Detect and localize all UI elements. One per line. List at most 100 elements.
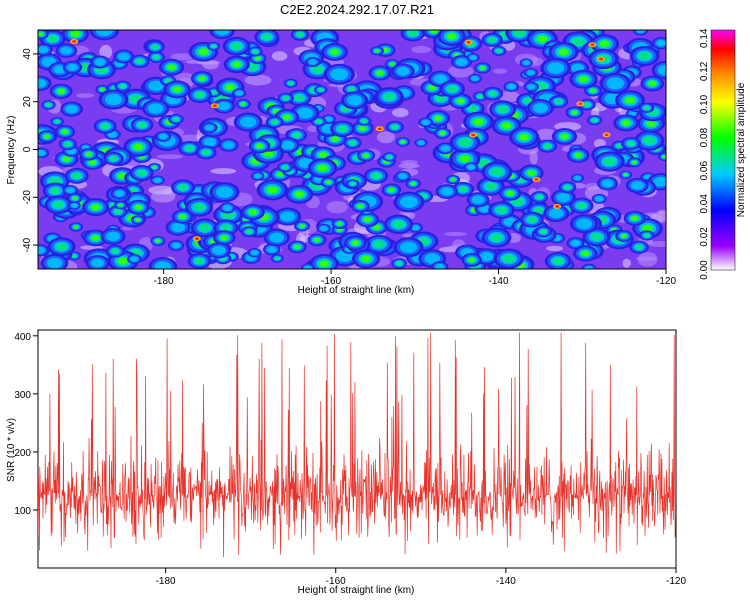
heatmap-cell — [400, 160, 418, 165]
heatmap-cell — [330, 68, 349, 81]
heatmap-cell — [151, 44, 160, 50]
heatmap-cell — [636, 30, 645, 34]
heatmap-cell — [194, 257, 205, 265]
heatmap-cell — [46, 257, 63, 269]
heatmap-cell — [399, 241, 418, 254]
heatmap-cell — [212, 104, 217, 108]
heatmap-cell — [411, 224, 420, 231]
snr-y-tick-label: 200 — [14, 448, 31, 459]
snr-y-tick-label: 100 — [14, 506, 31, 517]
heatmap-cell — [590, 43, 595, 47]
heatmap-y-label: Frequency (Hz) — [6, 116, 17, 185]
heatmap-cell — [294, 244, 301, 249]
heatmap-cell — [576, 202, 587, 210]
heatmap-cell — [548, 208, 564, 219]
heatmap-cell — [38, 149, 46, 156]
heatmap-cell — [154, 261, 172, 269]
heatmap-cell — [203, 137, 217, 147]
colorbar-label: Normalized spectral amplitude — [736, 82, 747, 217]
heatmap-cell — [534, 178, 539, 181]
heatmap-cell — [118, 257, 129, 265]
heatmap-cell — [100, 122, 111, 130]
heatmap-cell — [71, 31, 80, 37]
heatmap-cell — [217, 101, 231, 111]
heatmap-cell — [417, 140, 425, 146]
heatmap-y-tick-label: 40 — [22, 48, 33, 60]
heatmap-cell — [662, 155, 666, 159]
heatmap-cell — [113, 208, 123, 215]
heatmap-cell — [153, 177, 162, 183]
heatmap-cell — [171, 222, 186, 233]
heatmap-cell — [400, 196, 418, 208]
heatmap-cell — [615, 143, 623, 148]
heatmap-cell — [281, 164, 289, 170]
colorbar-tick-label: 0.04 — [699, 194, 710, 214]
heatmap-cell — [398, 173, 408, 180]
heatmap-cell — [631, 215, 639, 221]
heatmap-cell — [392, 220, 405, 229]
heatmap-cell — [642, 225, 653, 232]
heatmap-cell — [430, 30, 438, 34]
heatmap-cell — [372, 240, 385, 249]
heatmap-cell — [95, 30, 113, 37]
heatmap-cell — [311, 64, 324, 74]
heatmap-cell — [434, 115, 442, 121]
heatmap-cell — [308, 59, 318, 65]
heatmap-cell — [52, 200, 65, 209]
heatmap-cell — [552, 257, 564, 265]
heatmap-cell — [152, 166, 157, 169]
heatmap-y-tick-label: -20 — [22, 190, 33, 205]
heatmap-cell — [467, 105, 478, 113]
heatmap-cell — [498, 91, 520, 103]
heatmap-cell — [156, 154, 184, 160]
heatmap-cell — [118, 173, 127, 179]
heatmap-cell — [591, 118, 598, 123]
heatmap-cell — [204, 124, 214, 131]
heatmap-cell — [109, 155, 118, 162]
heatmap-cell — [361, 255, 371, 262]
heatmap-cell — [232, 61, 241, 68]
heatmap-cell — [155, 239, 161, 243]
heatmap-cell — [250, 250, 259, 256]
heatmap-cell — [468, 257, 475, 263]
heatmap-cell — [240, 102, 246, 106]
heatmap-cell — [571, 110, 578, 115]
heatmap-cell — [527, 170, 536, 176]
heatmap-cell — [253, 173, 262, 179]
heatmap-cell — [134, 204, 142, 210]
heatmap-x-label: Height of straight line (km) — [298, 285, 415, 296]
heatmap-cell — [657, 64, 666, 76]
heatmap-cell — [267, 186, 278, 194]
heatmap-cell — [600, 40, 610, 47]
heatmap-cell — [201, 149, 211, 156]
colorbar-tick-label: 0.00 — [699, 260, 710, 280]
heatmap-cell — [230, 42, 243, 51]
snr-x-tick-label: -140 — [496, 576, 516, 587]
heatmap-cell — [244, 74, 272, 86]
colorbar-tick-label: 0.14 — [699, 28, 710, 48]
heatmap-cell — [638, 51, 652, 61]
heatmap-y-tick-label: -40 — [22, 237, 33, 252]
heatmap-cell — [325, 180, 331, 184]
heatmap-cell — [55, 242, 68, 251]
heatmap-cell — [179, 214, 186, 219]
heatmap-cell — [471, 195, 485, 205]
heatmap-cell — [447, 33, 457, 40]
heatmap-cell — [133, 143, 143, 151]
heatmap-cell — [60, 46, 73, 55]
heatmap-cell — [537, 35, 548, 43]
heatmap-cell — [458, 138, 472, 147]
heatmap-cell — [388, 188, 395, 193]
heatmap-cell — [294, 191, 304, 198]
heatmap-cell — [317, 165, 328, 172]
heatmap-cell — [469, 55, 477, 61]
heatmap-cell — [632, 160, 637, 164]
heatmap-cell — [470, 75, 479, 82]
heatmap-cell — [571, 37, 585, 47]
heatmap-cell — [351, 240, 359, 246]
heatmap-cell — [459, 155, 470, 162]
heatmap-cell — [54, 119, 60, 124]
snr-y-tick-label: 400 — [14, 332, 31, 343]
heatmap-cell — [440, 145, 451, 152]
heatmap-cell — [184, 145, 195, 152]
